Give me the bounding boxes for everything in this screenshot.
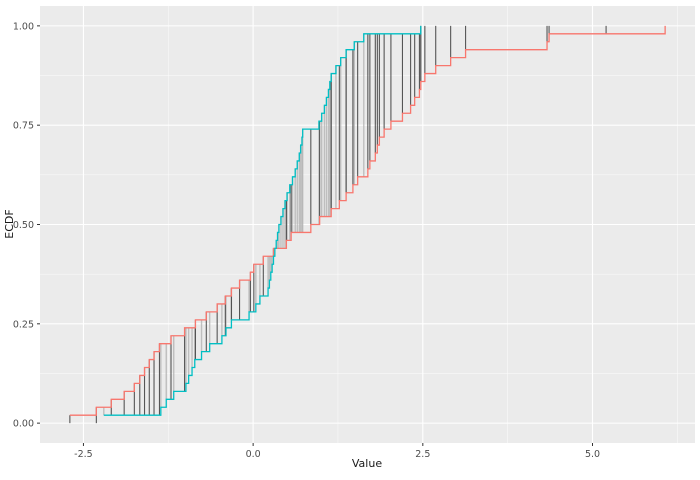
ecdf-step-line-red [69,25,666,416]
plot-panel: -2.5 0.0 2.5 5.0 0.00 0.25 0.50 0.75 1.00 [13,6,695,460]
y-axis-title: ECDF [3,209,16,238]
y-axis-tick-label: 0.00 [13,419,34,430]
y-axis-tick-label: 0.75 [13,121,34,132]
x-axis-tick-label: 5.0 [585,449,600,460]
x-axis-tick-label: 2.5 [415,449,430,460]
x-axis-tick-label: -2.5 [74,449,93,460]
y-axis-tick-label: 0.25 [13,319,34,330]
x-axis-tick-label: 0.0 [246,449,261,460]
y-axis-tick-label: 0.50 [13,220,34,231]
y-axis-tick-label: 1.00 [13,21,34,32]
ecdf-step-line-teal [103,25,422,416]
x-axis-title: Value [352,457,382,470]
